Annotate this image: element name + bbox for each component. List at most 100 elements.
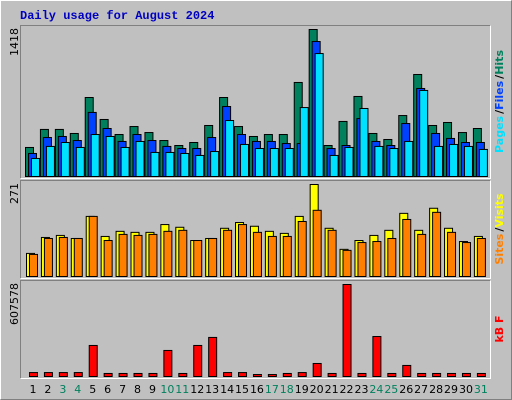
bar [372,241,382,277]
legend: Pages/Files/Hits [493,50,506,153]
panel-border-dark [20,280,491,379]
bar [342,284,352,377]
bar [404,140,414,178]
bar [45,145,55,177]
bar [29,253,38,277]
bar [208,336,218,377]
bar [43,372,53,377]
bar [58,236,68,278]
bar [103,240,113,277]
x-tick-label: 15 [235,383,249,396]
bar [389,148,399,177]
bar [357,372,367,378]
x-tick-label: 18 [280,383,294,396]
bar [29,372,38,377]
bar [254,148,264,177]
x-tick-label: 4 [74,383,81,396]
bar [88,344,98,377]
bar [31,157,40,177]
bar [432,372,442,378]
bar [432,211,442,277]
bar [178,229,188,278]
panel [20,280,491,379]
bar [210,151,220,177]
y-tick-label: 607578 [8,283,21,325]
bar [73,237,83,277]
bar [103,372,113,378]
x-tick-label: 27 [414,383,428,396]
x-tick-label: 10 [160,383,174,396]
legend-entry: Hits [493,50,506,75]
bar [478,148,488,177]
x-tick-label: 16 [250,383,264,396]
bar [225,120,235,177]
bar [359,107,369,177]
bar [434,145,444,177]
legend-entry: Files [493,80,506,110]
x-tick-label: 31 [474,383,488,396]
panel-border-dark [20,180,491,279]
bar [120,146,130,178]
bar [476,237,486,277]
legend-separator: / [493,227,506,232]
bar [297,221,307,278]
bar [344,146,354,178]
bar [357,242,367,278]
x-tick-label: 6 [104,383,111,396]
panel-border-light [20,280,491,379]
bar [133,372,143,378]
bar [60,141,70,177]
bar [419,89,429,177]
x-tick-label: 3 [59,383,66,396]
bar [447,372,457,378]
x-tick-label: 8 [134,383,141,396]
bar [327,372,337,378]
bar [449,143,459,178]
bar [282,372,292,378]
bar [238,224,248,277]
bar [312,362,322,378]
bar [178,372,188,378]
bar [223,372,233,377]
bar [267,374,277,377]
legend-entry: Sites [493,233,506,264]
x-tick-label: 29 [444,383,458,396]
bar [105,135,115,177]
bar [402,364,412,378]
bar [461,242,471,278]
legend-entry: Visits [493,193,506,228]
bar [252,231,262,277]
bar [269,148,279,177]
bar [193,240,203,277]
bar [133,234,143,278]
bar [417,372,427,378]
bar [148,233,158,277]
bar [135,140,145,178]
bar [75,146,85,178]
bar [208,237,218,277]
panel-border-light [20,25,491,179]
x-tick-label: 9 [149,383,156,396]
bar [43,237,53,277]
bar [402,218,412,278]
x-tick-label: 28 [429,383,443,396]
bar [223,229,233,278]
bar [372,336,382,377]
bar [387,237,397,277]
x-tick-label: 2 [44,383,51,396]
x-tick-label: 22 [340,383,354,396]
x-tick-label: 26 [399,383,413,396]
panel-border-light [20,180,491,279]
bar [238,372,248,377]
x-tick-label: 5 [89,383,96,396]
y-tick-label: 1418 [8,28,21,56]
bar [267,235,277,278]
bar [193,344,203,377]
bar [342,249,352,277]
legend-entry: kB F [493,315,506,342]
bar [299,107,309,177]
bar [150,151,160,177]
x-tick-label: 19 [295,383,309,396]
bar [180,152,190,178]
